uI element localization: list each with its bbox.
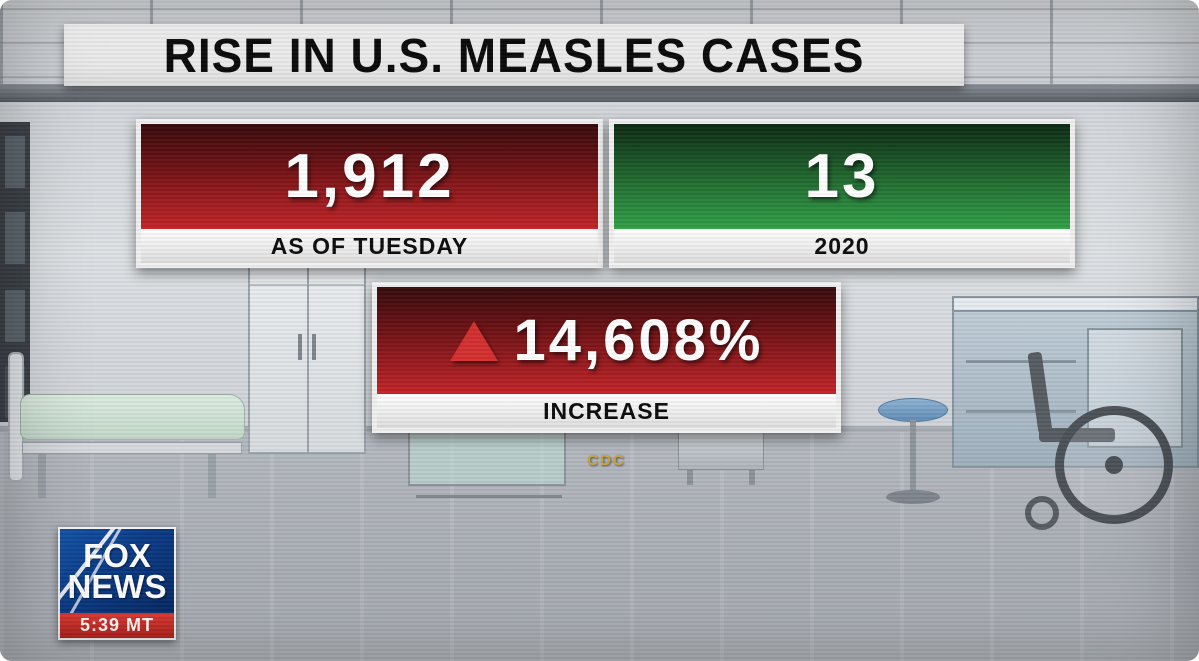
headline-banner: RISE IN U.S. MEASLES CASES xyxy=(64,24,964,86)
wheelchair-backrest xyxy=(1027,351,1053,435)
stool-leg xyxy=(749,469,755,485)
stat-current-value: 1,912 xyxy=(284,142,455,211)
fox-news-logo-box: FOX NEWS xyxy=(58,527,176,613)
stat-previous-value-area: 13 xyxy=(614,124,1070,229)
cart-wheel-bar xyxy=(416,495,562,498)
stat-increase-value-area: 14,608% xyxy=(377,287,836,394)
counter-top xyxy=(954,298,1197,312)
wheelchair xyxy=(1011,351,1181,530)
glass-cart xyxy=(408,428,566,498)
wheelchair-front-wheel xyxy=(1025,496,1059,530)
stat-previous-value: 13 xyxy=(804,142,880,211)
stat-current-value-area: 1,912 xyxy=(141,124,598,229)
stat-current-label: AS OF TUESDAY xyxy=(270,232,469,259)
cabinet-handle xyxy=(298,334,302,360)
up-triangle-icon xyxy=(449,320,498,361)
bed-frame xyxy=(22,442,242,454)
wheelchair-hub xyxy=(1105,456,1123,474)
fox-news-logo: FOX NEWS 5:39 MT xyxy=(58,527,176,640)
logo-text-news: NEWS xyxy=(67,568,167,605)
stool-pole xyxy=(910,420,916,490)
stat-card-current-cases: 1,912 AS OF TUESDAY xyxy=(136,119,603,268)
hospital-bed xyxy=(8,352,253,502)
cabinet-handle xyxy=(312,334,316,360)
stool-leg xyxy=(687,469,693,485)
ceiling-beam xyxy=(0,84,1199,102)
stat-card-2020-cases: 13 2020 xyxy=(609,119,1075,268)
stat-previous-label: 2020 xyxy=(814,232,870,259)
monitor-icon xyxy=(5,212,25,264)
cabinet-door-split xyxy=(307,224,309,452)
logo-text-fox: FOX xyxy=(83,536,151,574)
stool-base xyxy=(886,490,940,504)
counter-drawer-line xyxy=(966,360,1076,363)
stat-card-increase: 14,608% INCREASE xyxy=(372,282,841,433)
room-floor xyxy=(0,432,1199,661)
monitor-icon xyxy=(5,136,25,188)
monitor-icon xyxy=(5,290,25,342)
bed-leg xyxy=(208,454,216,498)
stat-increase-value: 14,608% xyxy=(513,308,764,373)
stat-current-label-strip: AS OF TUESDAY xyxy=(141,229,598,263)
step-stool xyxy=(678,430,764,485)
time-badge: 5:39 MT xyxy=(58,613,176,640)
stat-increase-label: INCREASE xyxy=(543,397,670,424)
rolling-stool xyxy=(878,398,948,516)
source-attribution: CDC xyxy=(587,452,626,469)
stat-increase-label-strip: INCREASE xyxy=(377,394,836,428)
bed-mattress xyxy=(20,394,245,440)
bed-leg xyxy=(38,454,46,498)
stool-seat xyxy=(878,398,948,422)
counter-drawer-line xyxy=(966,410,1076,413)
stat-previous-label-strip: 2020 xyxy=(614,229,1070,263)
headline-text: RISE IN U.S. MEASLES CASES xyxy=(163,27,865,83)
